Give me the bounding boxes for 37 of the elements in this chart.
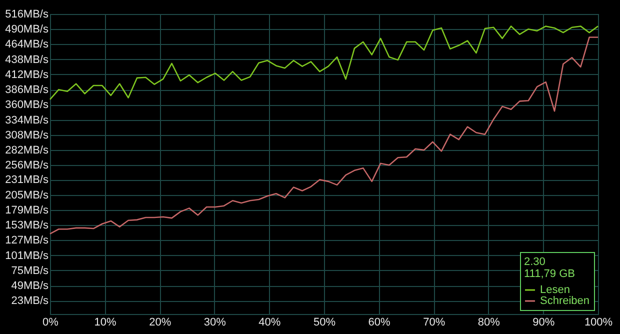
y-tick-label: 386MB/s bbox=[5, 84, 49, 96]
y-tick-label: 179MB/s bbox=[5, 204, 49, 216]
x-tick-label: 20% bbox=[149, 316, 172, 328]
annotation: 2.30 bbox=[524, 256, 546, 268]
y-tick-label: 49MB/s bbox=[11, 280, 49, 292]
y-tick-label: 308MB/s bbox=[5, 129, 49, 142]
y-tick-label: 23MB/s bbox=[11, 295, 49, 308]
y-tick-label: 205MB/s bbox=[5, 189, 49, 202]
y-tick-label: 282MB/s bbox=[5, 144, 49, 157]
y-tick-label: 412MB/s bbox=[5, 68, 49, 81]
legend-label: Lesen bbox=[540, 284, 570, 296]
y-tick-label: 101MB/s bbox=[5, 250, 49, 262]
x-tick-label: 50% bbox=[313, 316, 336, 328]
line-series bbox=[49, 26, 599, 100]
y-tick-label: 75MB/s bbox=[11, 264, 49, 277]
y-tick-label: 153MB/s bbox=[5, 220, 49, 232]
y-tick-label: 490MB/s bbox=[5, 24, 49, 36]
y-tick-label: 256MB/s bbox=[5, 160, 49, 172]
legend-label: Schreiben bbox=[540, 295, 590, 307]
x-tick-label: 10% bbox=[94, 316, 117, 328]
annotation: 111,79 GB bbox=[524, 268, 575, 280]
line-series bbox=[49, 36, 599, 234]
y-tick-label: 334MB/s bbox=[5, 114, 49, 126]
x-tick-label: 40% bbox=[258, 316, 281, 328]
x-tick-label: 90% bbox=[532, 316, 555, 328]
x-tick-label: 0% bbox=[42, 316, 59, 328]
x-tick-label: 30% bbox=[204, 316, 226, 328]
y-tick-label: 360MB/s bbox=[5, 99, 49, 112]
y-tick-label: 516MB/s bbox=[5, 8, 49, 20]
y-tick-label: 464MB/s bbox=[5, 38, 49, 51]
x-tick-label: 60% bbox=[368, 316, 391, 328]
x-tick-label: 100% bbox=[584, 316, 613, 328]
y-tick-label: 438MB/s bbox=[5, 54, 49, 66]
x-tick-label: 70% bbox=[423, 316, 446, 328]
y-tick-label: 127MB/s bbox=[5, 234, 49, 247]
x-tick-label: 80% bbox=[478, 316, 500, 328]
y-tick-label: 231MB/s bbox=[5, 174, 49, 186]
